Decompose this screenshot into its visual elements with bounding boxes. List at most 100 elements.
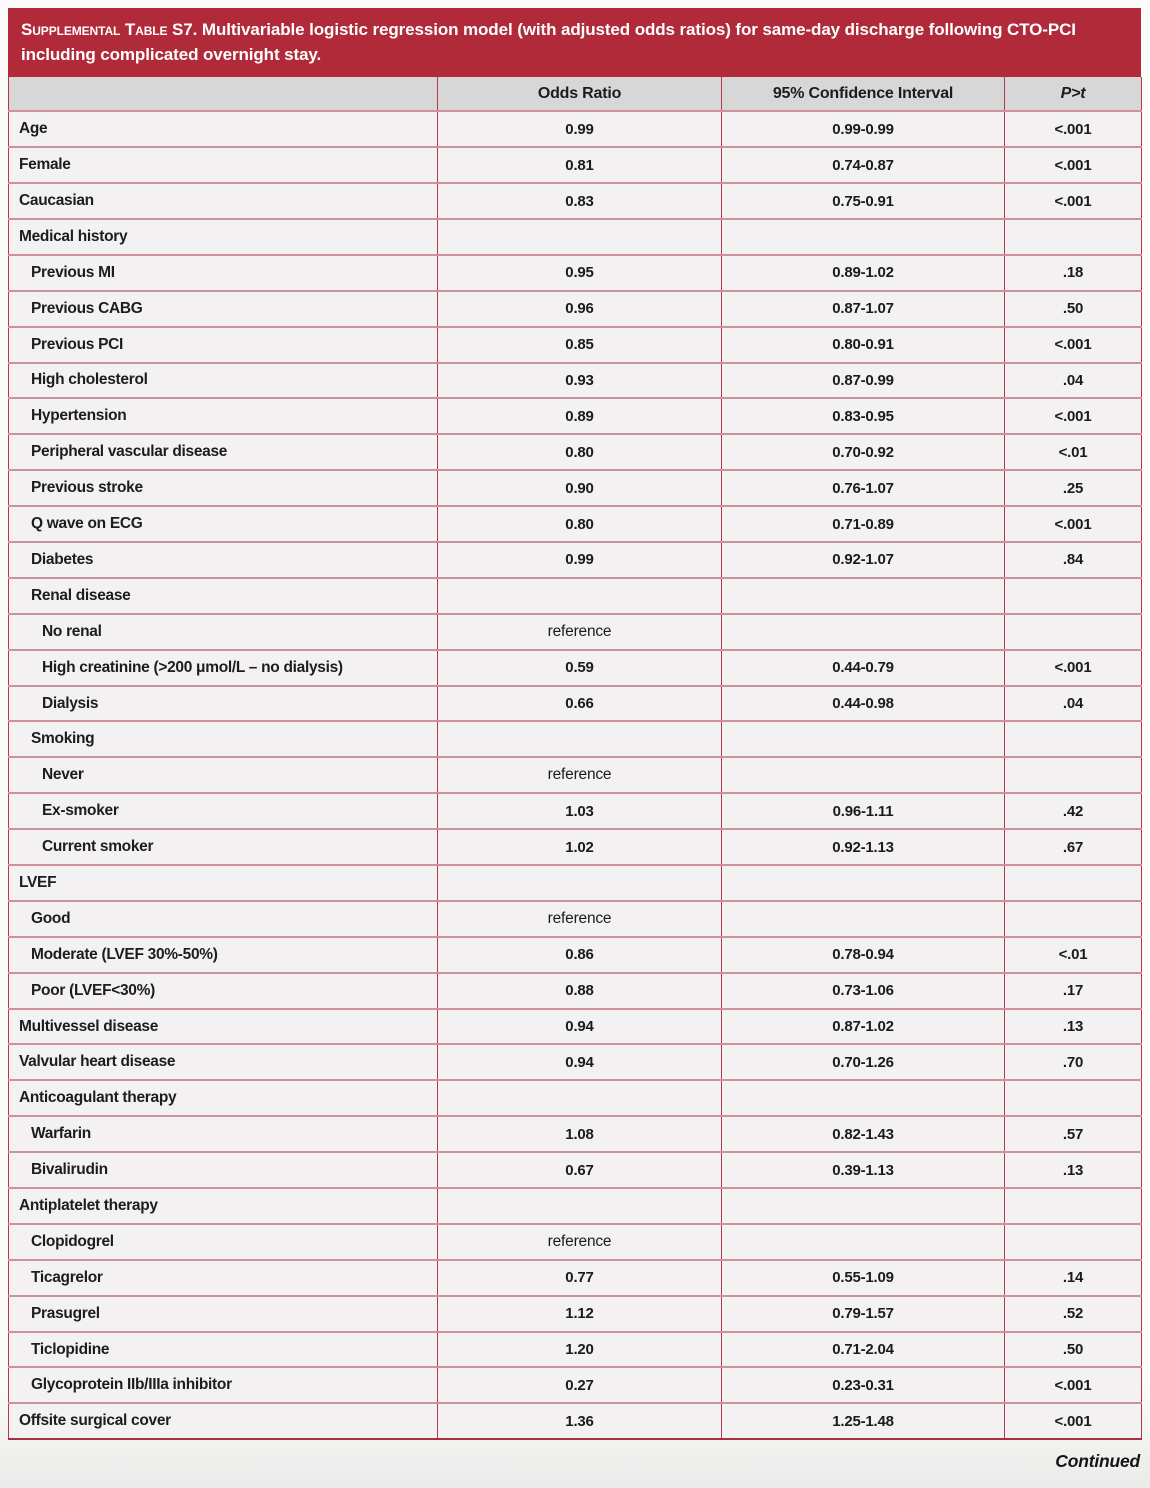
- row-label: Prasugrel: [8, 1295, 438, 1333]
- table-row: No renal reference: [8, 613, 1142, 651]
- odds-ratio-cell: 0.59: [437, 649, 722, 687]
- confidence-interval-cell: 0.44-0.79: [721, 649, 1005, 687]
- odds-ratio-cell: 0.66: [437, 685, 722, 723]
- odds-ratio-cell: 1.02: [437, 829, 722, 867]
- odds-ratio-cell: 0.81: [437, 147, 722, 185]
- confidence-interval-cell: [721, 577, 1005, 615]
- confidence-interval-cell: 0.92-1.07: [721, 542, 1005, 579]
- table-row: Ticagrelor 0.77 0.55-1.09.14: [8, 1259, 1142, 1297]
- row-label: Female: [8, 147, 438, 185]
- confidence-interval-cell: 0.70-1.26: [721, 1044, 1005, 1082]
- confidence-interval-cell: 0.55-1.09: [721, 1259, 1005, 1297]
- p-value-cell: <.001: [1004, 506, 1142, 543]
- p-value-cell: .04: [1004, 362, 1142, 400]
- confidence-interval-cell: [721, 1223, 1005, 1261]
- column-header-row: Odds Ratio 95% Confidence Interval P>t: [8, 77, 1142, 113]
- row-label: Ticagrelor: [8, 1259, 438, 1297]
- row-label: Medical history: [8, 218, 438, 256]
- confidence-interval-cell: 0.70-0.92: [721, 434, 1005, 472]
- confidence-interval-cell: 0.92-1.13: [721, 829, 1005, 867]
- p-value-cell: <.001: [1004, 147, 1142, 185]
- odds-ratio-cell: 0.88: [437, 972, 722, 1010]
- row-label: Valvular heart disease: [8, 1044, 438, 1082]
- confidence-interval-cell: 0.73-1.06: [721, 972, 1005, 1010]
- table-row: Clopidogrel reference: [8, 1223, 1142, 1261]
- odds-ratio-cell: reference: [437, 900, 722, 938]
- odds-ratio-cell: 0.99: [437, 542, 722, 579]
- p-value-cell: <.001: [1004, 1367, 1142, 1405]
- odds-ratio-cell: 0.93: [437, 362, 722, 400]
- confidence-interval-cell: [721, 1188, 1005, 1225]
- confidence-interval-cell: 0.71-2.04: [721, 1331, 1005, 1369]
- table-row: Previous CABG 0.96 0.87-1.07.50: [8, 290, 1142, 328]
- p-value-cell: .25: [1004, 470, 1142, 508]
- odds-ratio-cell: 0.89: [437, 398, 722, 436]
- odds-ratio-cell: [437, 1188, 722, 1225]
- p-value-cell: <.001: [1004, 1403, 1142, 1441]
- table-row: Hypertension 0.89 0.83-0.95 <.001: [8, 398, 1142, 436]
- column-header-odds-ratio: Odds Ratio: [437, 77, 722, 113]
- odds-ratio-cell: reference: [437, 1223, 722, 1261]
- column-header-p-value: P>t: [1004, 77, 1142, 113]
- p-value-cell: .17: [1004, 972, 1142, 1010]
- table-row: Previous MI 0.95 0.89-1.02.18: [8, 254, 1142, 292]
- table-title-lead: Supplemental Table S7.: [21, 20, 198, 39]
- confidence-interval-cell: [721, 218, 1005, 256]
- odds-ratio-cell: 0.99: [437, 111, 722, 149]
- table-row: Ticlopidine 1.20 0.71-2.04.50: [8, 1331, 1142, 1369]
- confidence-interval-cell: 0.89-1.02: [721, 254, 1005, 292]
- odds-ratio-cell: [437, 721, 722, 759]
- odds-ratio-cell: [437, 577, 722, 615]
- odds-ratio-cell: [437, 218, 722, 256]
- table-row: Warfarin 1.08 0.82-1.43.57: [8, 1116, 1142, 1154]
- row-label: Multivessel disease: [8, 1008, 438, 1046]
- table-row: Bivalirudin 0.67 0.39-1.13.13: [8, 1152, 1142, 1190]
- odds-ratio-cell: 0.27: [437, 1367, 722, 1405]
- confidence-interval-cell: 1.25-1.48: [721, 1403, 1005, 1441]
- row-label: Dialysis: [8, 685, 438, 723]
- row-label: Warfarin: [8, 1116, 438, 1154]
- row-label: Hypertension: [8, 398, 438, 436]
- p-value-cell: .84: [1004, 542, 1142, 579]
- table-row: Q wave on ECG 0.80 0.71-0.89 <.001: [8, 506, 1142, 543]
- row-label: Moderate (LVEF 30%-50%): [8, 936, 438, 974]
- odds-ratio-cell: 0.85: [437, 326, 722, 364]
- odds-ratio-cell: 1.20: [437, 1331, 722, 1369]
- confidence-interval-cell: 0.87-1.07: [721, 290, 1005, 328]
- table-row: Medical history: [8, 218, 1142, 256]
- table-row: Caucasian 0.83 0.75-0.91 <.001: [8, 183, 1142, 220]
- table-body: Age 0.99 0.99-0.99 <.001 Female 0.81 0.74-0.87…: [8, 111, 1142, 1441]
- row-label: Current smoker: [8, 829, 438, 867]
- table-row: High cholesterol 0.93 0.87-0.99.04: [8, 362, 1142, 400]
- p-value-cell: .67: [1004, 829, 1142, 867]
- row-label: Anticoagulant therapy: [8, 1080, 438, 1118]
- p-value-cell: [1004, 577, 1142, 615]
- table-row: Antiplatelet therapy: [8, 1188, 1142, 1225]
- confidence-interval-cell: 0.71-0.89: [721, 506, 1005, 543]
- odds-ratio-cell: 0.86: [437, 936, 722, 974]
- row-label: Age: [8, 111, 438, 149]
- confidence-interval-cell: [721, 721, 1005, 759]
- odds-ratio-cell: 1.03: [437, 793, 722, 831]
- table-row: Previous PCI 0.85 0.80-0.91 <.001: [8, 326, 1142, 364]
- table-row: Moderate (LVEF 30%-50%) 0.86 0.78-0.94 <.01: [8, 936, 1142, 974]
- table-row: Age 0.99 0.99-0.99 <.001: [8, 111, 1142, 149]
- confidence-interval-cell: 0.96-1.11: [721, 793, 1005, 831]
- row-label: Offsite surgical cover: [8, 1403, 438, 1441]
- row-label: Poor (LVEF<30%): [8, 972, 438, 1010]
- table-row: Smoking: [8, 721, 1142, 759]
- confidence-interval-cell: 0.99-0.99: [721, 111, 1005, 149]
- row-label: No renal: [8, 613, 438, 651]
- odds-ratio-cell: [437, 1080, 722, 1118]
- odds-ratio-cell: 0.96: [437, 290, 722, 328]
- p-value-cell: <.001: [1004, 111, 1142, 149]
- p-value-cell: [1004, 1080, 1142, 1118]
- confidence-interval-cell: 0.80-0.91: [721, 326, 1005, 364]
- p-value-cell: [1004, 218, 1142, 256]
- row-label: Previous MI: [8, 254, 438, 292]
- odds-ratio-cell: 0.94: [437, 1044, 722, 1082]
- p-value-cell: [1004, 757, 1142, 795]
- p-value-cell: .14: [1004, 1259, 1142, 1297]
- odds-ratio-cell: 0.80: [437, 506, 722, 543]
- column-header-empty: [8, 77, 438, 113]
